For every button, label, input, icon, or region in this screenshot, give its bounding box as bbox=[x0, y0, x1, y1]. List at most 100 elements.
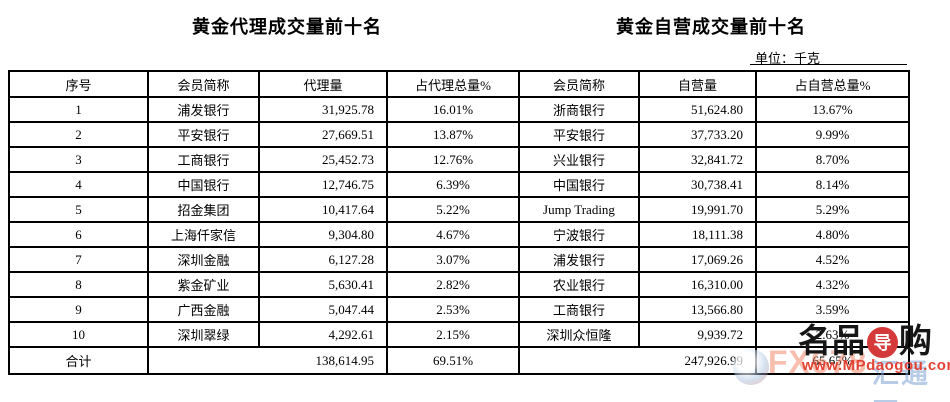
table-cell: 12.76% bbox=[386, 146, 520, 173]
table-cell: 32,841.72 bbox=[638, 146, 757, 173]
table-body: 1 浦发银行 31,925.78 16.01% 浙商银行 51,624.80 13.67% 2… bbox=[8, 96, 910, 348]
table-cell: 10 bbox=[8, 321, 149, 348]
header-agency-volume: 代理量 bbox=[258, 70, 388, 98]
table-cell: 8.14% bbox=[755, 171, 910, 198]
table-cell: 深圳金融 bbox=[147, 246, 260, 273]
table-cell: 16.01% bbox=[386, 96, 520, 123]
table-row: 3 工商银行 25,452.73 12.76% 兴业银行 32,841.72 8.70% bbox=[8, 146, 910, 173]
table-cell: 深圳翠绿 bbox=[147, 321, 260, 348]
table-cell: 2.53% bbox=[386, 296, 520, 323]
table-cell: 18,111.38 bbox=[638, 221, 757, 248]
table-cell: 2.82% bbox=[386, 271, 520, 298]
table-cell: 5,630.41 bbox=[258, 271, 388, 298]
table-cell: 9.99% bbox=[755, 121, 910, 148]
table-cell: 27,669.51 bbox=[258, 121, 388, 148]
total-prop-volume: 247,926.99 bbox=[518, 346, 757, 375]
table-cell: 4.32% bbox=[755, 271, 910, 298]
table-cell: 广西金融 bbox=[147, 296, 260, 323]
total-agency-volume: 138,614.95 bbox=[147, 346, 388, 375]
gold-volume-table: 序号 会员简称 代理量 占代理总量% 会员简称 自营量 占自营总量% 1 浦发银行… bbox=[8, 70, 910, 375]
table-cell: 13.87% bbox=[386, 121, 520, 148]
table-cell: 1 bbox=[8, 96, 149, 123]
table-cell: 2 bbox=[8, 121, 149, 148]
table-cell: 9,939.72 bbox=[638, 321, 757, 348]
table-cell: 招金集团 bbox=[147, 196, 260, 223]
header-member-right: 会员简称 bbox=[518, 70, 640, 98]
header-agency-pct: 占代理总量% bbox=[386, 70, 520, 98]
table-cell: 9 bbox=[8, 296, 149, 323]
table-cell: 5 bbox=[8, 196, 149, 223]
table-cell: 7 bbox=[8, 246, 149, 273]
header-prop-volume: 自营量 bbox=[638, 70, 757, 98]
table-cell: 17,069.26 bbox=[638, 246, 757, 273]
table-cell: 2.15% bbox=[386, 321, 520, 348]
table-cell: 16,310.00 bbox=[638, 271, 757, 298]
header-prop-pct: 占自营总量% bbox=[755, 70, 910, 98]
table-row: 9 广西金融 5,047.44 2.53% 工商银行 13,566.80 3.59% bbox=[8, 296, 910, 323]
total-label: 合计 bbox=[8, 346, 149, 375]
table-row: 7 深圳金融 6,127.28 3.07% 浦发银行 17,069.26 4.52% bbox=[8, 246, 910, 273]
table-cell: 上海仟家信 bbox=[147, 221, 260, 248]
table-cell: 4,292.61 bbox=[258, 321, 388, 348]
table-cell: 工商银行 bbox=[147, 146, 260, 173]
table-cell: 3 bbox=[8, 146, 149, 173]
table-cell: 平安银行 bbox=[147, 121, 260, 148]
table-cell: 浦发银行 bbox=[518, 246, 640, 273]
table-cell: 宁波银行 bbox=[518, 221, 640, 248]
table-cell: 12,746.75 bbox=[258, 171, 388, 198]
table-cell: 农业银行 bbox=[518, 271, 640, 298]
table-row: 2 平安银行 27,669.51 13.87% 平安银行 37,733.20 9.99% bbox=[8, 121, 910, 148]
table-cell: 浦发银行 bbox=[147, 96, 260, 123]
table-row: 4 中国银行 12,746.75 6.39% 中国银行 30,738.41 8.14% bbox=[8, 171, 910, 198]
table-cell: 浙商银行 bbox=[518, 96, 640, 123]
table-cell: 4 bbox=[8, 171, 149, 198]
table-cell: 深圳众恒隆 bbox=[518, 321, 640, 348]
table-cell: 8.70% bbox=[755, 146, 910, 173]
table-cell: 9,304.80 bbox=[258, 221, 388, 248]
table-footer: 合计 138,614.95 69.51% 247,926.99 65.65% bbox=[8, 346, 910, 375]
left-table-title: 黄金代理成交量前十名 bbox=[192, 17, 382, 37]
table-cell: 30,738.41 bbox=[638, 171, 757, 198]
table-cell: 5.29% bbox=[755, 196, 910, 223]
table-cell: 4.67% bbox=[386, 221, 520, 248]
table-cell: 6,127.28 bbox=[258, 246, 388, 273]
header-row: 序号 会员简称 代理量 占代理总量% 会员简称 自营量 占自营总量% bbox=[8, 70, 910, 98]
total-prop-pct: 65.65% bbox=[755, 346, 910, 375]
table-row: 6 上海仟家信 9,304.80 4.67% 宁波银行 18,111.38 4.80% bbox=[8, 221, 910, 248]
table-row: 5 招金集团 10,417.64 5.22% Jump Trading 19,991.70… bbox=[8, 196, 910, 223]
table-cell: 51,624.80 bbox=[638, 96, 757, 123]
header-rank: 序号 bbox=[8, 70, 149, 98]
table-cell: 3.07% bbox=[386, 246, 520, 273]
table-row: 10 深圳翠绿 4,292.61 2.15% 深圳众恒隆 9,939.72 2.63% bbox=[8, 321, 910, 348]
table-cell: 中国银行 bbox=[518, 171, 640, 198]
table-cell: 25,452.73 bbox=[258, 146, 388, 173]
table-cell: 13.67% bbox=[755, 96, 910, 123]
table-cell: 中国银行 bbox=[147, 171, 260, 198]
table-cell: 5,047.44 bbox=[258, 296, 388, 323]
table-cell: 10,417.64 bbox=[258, 196, 388, 223]
table-cell: 平安银行 bbox=[518, 121, 640, 148]
table-header: 序号 会员简称 代理量 占代理总量% 会员简称 自营量 占自营总量% bbox=[8, 70, 910, 98]
table-cell: 4.52% bbox=[755, 246, 910, 273]
right-table-title: 黄金自营成交量前十名 bbox=[616, 17, 806, 37]
table-cell: 8 bbox=[8, 271, 149, 298]
table-cell: 19,991.70 bbox=[638, 196, 757, 223]
table-cell: 3.59% bbox=[755, 296, 910, 323]
header-member-left: 会员简称 bbox=[147, 70, 260, 98]
table-row: 8 紫金矿业 5,630.41 2.82% 农业银行 16,310.00 4.32% bbox=[8, 271, 910, 298]
total-agency-pct: 69.51% bbox=[386, 346, 520, 375]
table-cell: 13,566.80 bbox=[638, 296, 757, 323]
table-row: 1 浦发银行 31,925.78 16.01% 浙商银行 51,624.80 13.67% bbox=[8, 96, 910, 123]
table-cell: 工商银行 bbox=[518, 296, 640, 323]
table-cell: 6.39% bbox=[386, 171, 520, 198]
unit-label: 单位：千克 bbox=[750, 48, 907, 66]
table-cell: 5.22% bbox=[386, 196, 520, 223]
total-row: 合计 138,614.95 69.51% 247,926.99 65.65% bbox=[8, 346, 910, 375]
table-cell: 紫金矿业 bbox=[147, 271, 260, 298]
table-cell: 2.63% bbox=[755, 321, 910, 348]
table-cell: Jump Trading bbox=[518, 196, 640, 223]
table-cell: 6 bbox=[8, 221, 149, 248]
table-cell: 4.80% bbox=[755, 221, 910, 248]
table-cell: 31,925.78 bbox=[258, 96, 388, 123]
